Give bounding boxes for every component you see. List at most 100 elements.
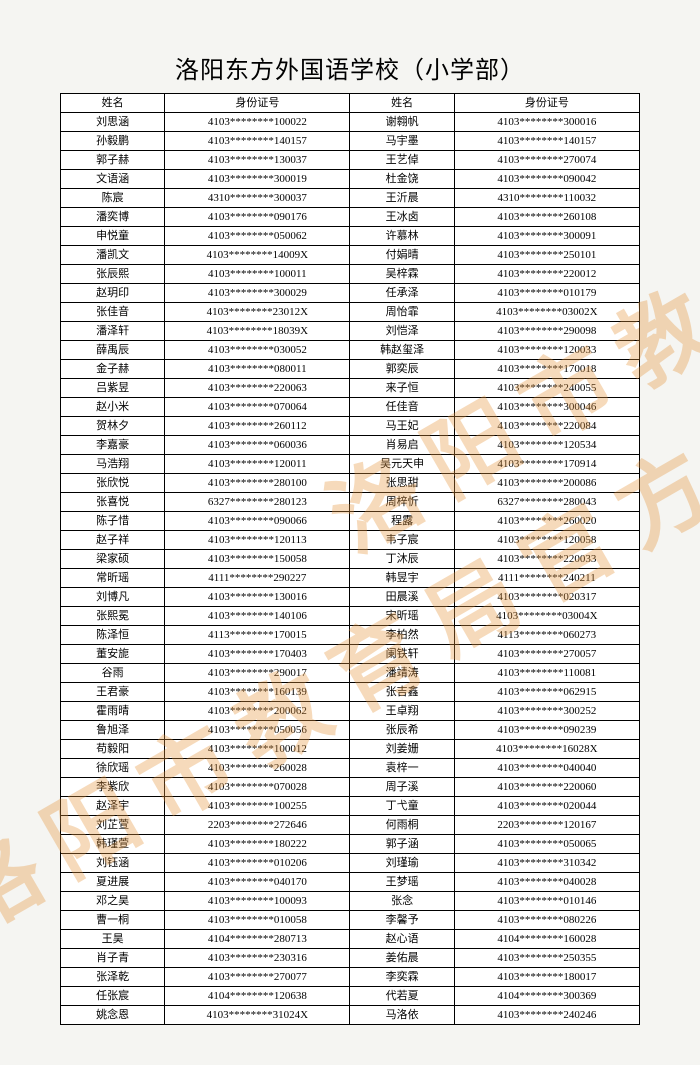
cell-id: 4103********270077 [165, 968, 350, 987]
cell-id: 4103********310342 [454, 854, 639, 873]
cell-id: 4104********300369 [454, 987, 639, 1006]
cell-id: 4103********040028 [454, 873, 639, 892]
cell-id: 4103********250355 [454, 949, 639, 968]
cell-id: 4103********030052 [165, 341, 350, 360]
cell-name: 阑铁轩 [350, 645, 454, 664]
cell-name: 吴梓霖 [350, 265, 454, 284]
cell-name: 张辰希 [350, 721, 454, 740]
cell-id: 4103********060036 [165, 436, 350, 455]
cell-id: 4103********170018 [454, 360, 639, 379]
table-row: 任张宸4104********120638代若夏4104********3003… [61, 987, 640, 1006]
cell-id: 4310********110032 [454, 189, 639, 208]
table-row: 张泽乾4103********270077李奕霖4103********1800… [61, 968, 640, 987]
cell-name: 张吉鑫 [350, 683, 454, 702]
cell-id: 4103********260020 [454, 512, 639, 531]
cell-name: 马浩翔 [61, 455, 165, 474]
cell-name: 代若夏 [350, 987, 454, 1006]
cell-id: 4103********080011 [165, 360, 350, 379]
table-row: 董安旎4103********170403阑铁轩4103********2700… [61, 645, 640, 664]
cell-id: 4113********060273 [454, 626, 639, 645]
cell-id: 4103********160139 [165, 683, 350, 702]
cell-id: 4103********260108 [454, 208, 639, 227]
cell-name: 陈子惜 [61, 512, 165, 531]
cell-name: 贺林夕 [61, 417, 165, 436]
cell-name: 来子恒 [350, 379, 454, 398]
table-row: 赵子祥4103********120113韦子宸4103********1200… [61, 531, 640, 550]
cell-name: 梁家硕 [61, 550, 165, 569]
table-row: 谷雨4103********290017潘靖涛4103********11008… [61, 664, 640, 683]
cell-name: 申悦童 [61, 227, 165, 246]
cell-id: 6327********280043 [454, 493, 639, 512]
cell-name: 王昊 [61, 930, 165, 949]
header-id-1: 身份证号 [165, 94, 350, 113]
table-row: 赵小米4103********070064任佳音4103********3000… [61, 398, 640, 417]
cell-name: 宋昕瑶 [350, 607, 454, 626]
table-row: 肖子青4103********230316姜佑晨4103********2503… [61, 949, 640, 968]
cell-name: 王梦瑶 [350, 873, 454, 892]
table-row: 吕紫昱4103********220063来子恒4103********2400… [61, 379, 640, 398]
cell-name: 韦子宸 [350, 531, 454, 550]
cell-id: 4103********280100 [165, 474, 350, 493]
table-row: 张辰熙4103********100011吴梓霖4103********2200… [61, 265, 640, 284]
table-row: 张佳音4103********23012X周怡霏4103********0300… [61, 303, 640, 322]
cell-id: 4103********100011 [165, 265, 350, 284]
cell-id: 4103********300019 [165, 170, 350, 189]
cell-id: 4104********160028 [454, 930, 639, 949]
table-row: 王君豪4103********160139张吉鑫4103********0629… [61, 683, 640, 702]
table-row: 陈宸4310********300037王沂晨4310********11003… [61, 189, 640, 208]
cell-id: 4103********250101 [454, 246, 639, 265]
cell-name: 谢翱帆 [350, 113, 454, 132]
cell-id: 4103********090239 [454, 721, 639, 740]
cell-name: 王冰卤 [350, 208, 454, 227]
cell-name: 张佳音 [61, 303, 165, 322]
cell-name: 刘博凡 [61, 588, 165, 607]
table-row: 王昊4104********280713赵心语4104********16002… [61, 930, 640, 949]
cell-name: 陈宸 [61, 189, 165, 208]
cell-id: 4103********100012 [165, 740, 350, 759]
cell-id: 4103********100093 [165, 892, 350, 911]
cell-id: 4103********010146 [454, 892, 639, 911]
cell-id: 4103********070064 [165, 398, 350, 417]
table-row: 张熙冕4103********140106宋昕瑶4103********0300… [61, 607, 640, 626]
table-row: 潘奕博4103********090176王冰卤4103********2601… [61, 208, 640, 227]
table-row: 赵泽宇4103********100255丁弋童4103********0200… [61, 797, 640, 816]
cell-id: 4103********240055 [454, 379, 639, 398]
cell-name: 韩瑾萱 [61, 835, 165, 854]
cell-id: 4103********300091 [454, 227, 639, 246]
cell-name: 张欣悦 [61, 474, 165, 493]
cell-name: 韩昱宇 [350, 569, 454, 588]
cell-name: 吕紫昱 [61, 379, 165, 398]
cell-name: 姚念恩 [61, 1006, 165, 1025]
table-row: 郭子赫4103********130037王艺倬4103********2700… [61, 151, 640, 170]
cell-id: 4103********010058 [165, 911, 350, 930]
cell-name: 马王妃 [350, 417, 454, 436]
cell-id: 4103********140157 [165, 132, 350, 151]
cell-name: 任佳音 [350, 398, 454, 417]
cell-name: 张熙冕 [61, 607, 165, 626]
cell-name: 董安旎 [61, 645, 165, 664]
cell-id: 4103********300252 [454, 702, 639, 721]
cell-id: 4103********090176 [165, 208, 350, 227]
cell-id: 4103********220012 [454, 265, 639, 284]
cell-name: 李嘉豪 [61, 436, 165, 455]
table-row: 金子赫4103********080011郭奕辰4103********1700… [61, 360, 640, 379]
table-row: 曹一桐4103********010058李馨予4103********0802… [61, 911, 640, 930]
table-row: 张欣悦4103********280100张思甜4103********2000… [61, 474, 640, 493]
cell-name: 刘思涵 [61, 113, 165, 132]
cell-id: 4103********220060 [454, 778, 639, 797]
header-name-2: 姓名 [350, 94, 454, 113]
table-row: 霍雨晴4103********200062王卓翔4103********3002… [61, 702, 640, 721]
cell-name: 鲁旭泽 [61, 721, 165, 740]
cell-id: 4103********020044 [454, 797, 639, 816]
cell-name: 李柏然 [350, 626, 454, 645]
cell-name: 潘凯文 [61, 246, 165, 265]
cell-name: 赵玥印 [61, 284, 165, 303]
cell-id: 4103********230316 [165, 949, 350, 968]
table-row: 刘博凡4103********130016田晨溪4103********0203… [61, 588, 640, 607]
cell-id: 4103********140106 [165, 607, 350, 626]
cell-id: 4103********010179 [454, 284, 639, 303]
cell-id: 4103********220033 [454, 550, 639, 569]
cell-id: 4103********03002X [454, 303, 639, 322]
cell-id: 4103********240246 [454, 1006, 639, 1025]
cell-id: 2203********272646 [165, 816, 350, 835]
